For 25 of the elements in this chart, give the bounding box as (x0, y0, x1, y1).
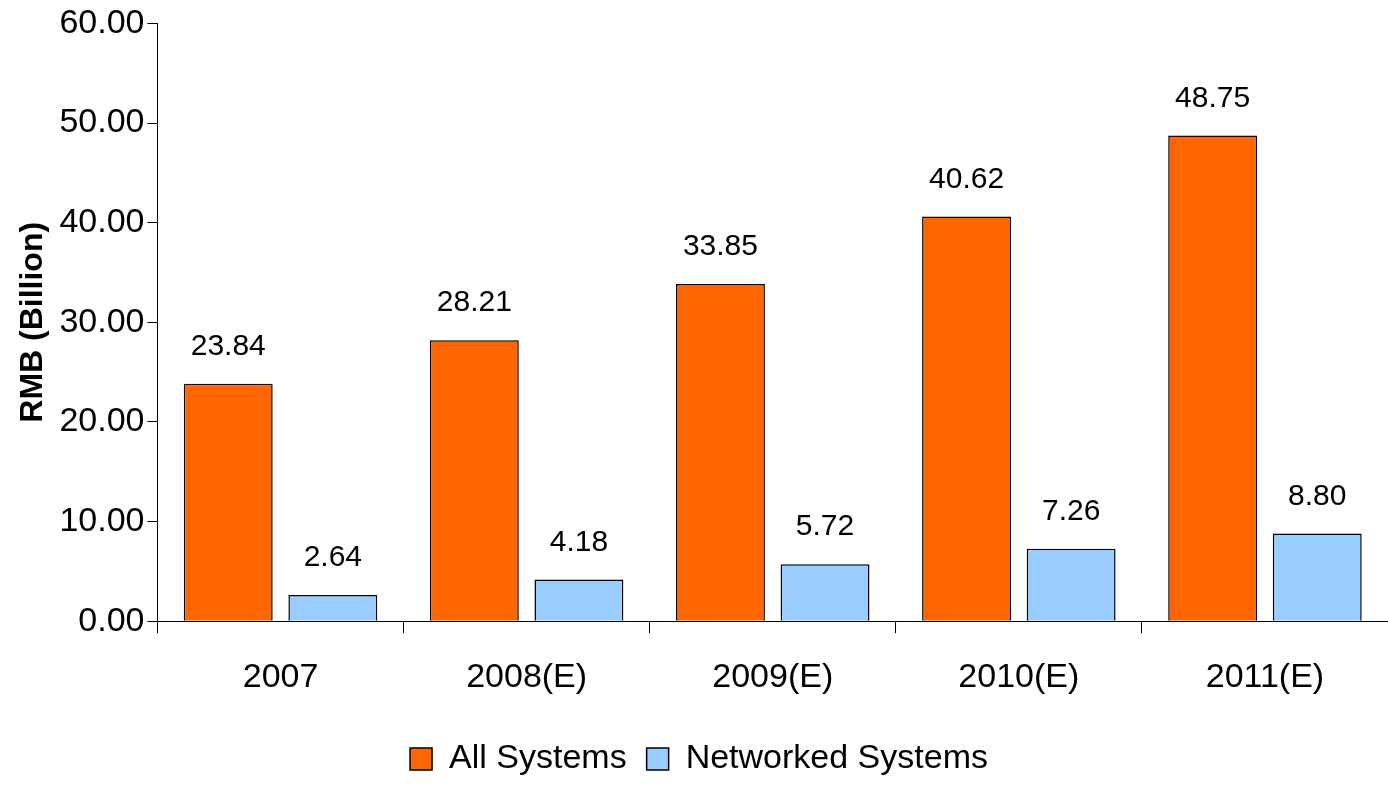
y-tick-label: 0.00 (78, 599, 145, 638)
data-label: 7.26 (1041, 493, 1101, 527)
y-tick-label: 60.00 (59, 1, 145, 40)
y-tick-label: 10.00 (59, 499, 145, 538)
x-tick-label: 2011(E) (1205, 655, 1325, 694)
data-label: 5.72 (795, 508, 855, 542)
data-label: 33.85 (682, 228, 758, 262)
data-label: 2.64 (303, 539, 363, 573)
data-label: 28.21 (436, 284, 512, 318)
y-axis-title: RMB (Billion) (13, 221, 50, 423)
y-tick-label: 20.00 (59, 400, 145, 439)
x-tick-label: 2010(E) (958, 655, 1080, 694)
data-label: 23.84 (190, 327, 266, 361)
data-label: 4.18 (549, 523, 609, 557)
y-tick-label: 30.00 (59, 300, 145, 339)
x-tick-label: 2007 (242, 655, 319, 694)
legend-label: Networked Systems (685, 737, 988, 776)
data-label: 48.75 (1175, 79, 1251, 113)
y-tick-label: 40.00 (59, 201, 145, 240)
x-tick-label: 2008(E) (466, 655, 588, 694)
x-tick-label: 2009(E) (712, 655, 834, 694)
data-label: 8.80 (1288, 477, 1347, 511)
data-label: 40.62 (929, 160, 1005, 194)
y-tick-label: 50.00 (59, 101, 145, 140)
legend-label: All Systems (449, 737, 627, 776)
